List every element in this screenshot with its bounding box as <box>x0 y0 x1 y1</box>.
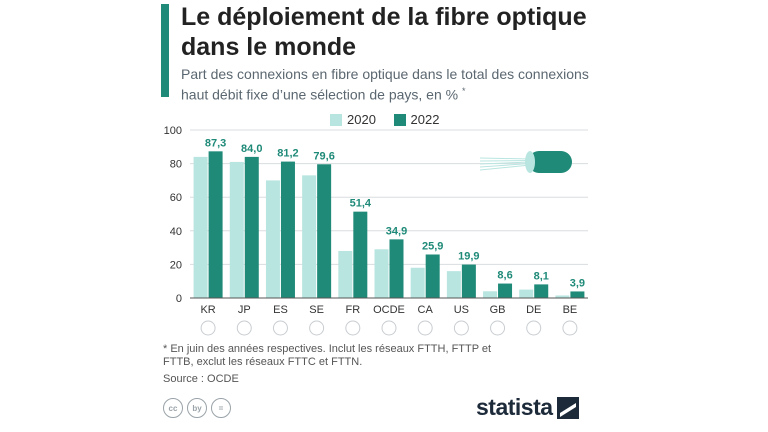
bar-2022 <box>353 211 368 298</box>
flag-icon <box>200 320 216 336</box>
bar-2020 <box>374 249 389 298</box>
data-label: 51,4 <box>350 198 372 210</box>
cc-license-icon: cc <box>163 398 183 418</box>
title-accent-bar <box>161 4 169 97</box>
data-label: 84,0 <box>241 143 262 155</box>
legend-swatch-2022 <box>393 113 406 126</box>
bar-2022 <box>317 164 332 298</box>
x-tick-label: KR <box>200 304 215 316</box>
bar-2022 <box>425 254 440 298</box>
bar-2022 <box>389 239 404 298</box>
bar-2020 <box>229 161 244 298</box>
legend-label-2020: 2020 <box>347 112 376 127</box>
bar-2020 <box>555 295 570 298</box>
flag-icon <box>490 320 506 336</box>
subtitle-footnote-mark: * <box>461 86 466 96</box>
data-label: 81,2 <box>277 148 298 160</box>
flag-icon <box>236 320 252 336</box>
y-tick-label: 0 <box>176 293 182 305</box>
flag-icon <box>526 320 542 336</box>
y-tick-label: 60 <box>170 192 182 204</box>
data-label: 79,6 <box>313 150 334 162</box>
brand-name: statista <box>476 394 553 420</box>
flag-icon <box>453 320 469 336</box>
y-tick-label: 80 <box>170 159 182 171</box>
bar-2020 <box>265 180 280 298</box>
x-tick-label: DE <box>526 304 541 316</box>
subtitle-text: Part des connexions en fibre optique dan… <box>181 66 589 103</box>
data-label: 3,9 <box>570 277 585 289</box>
bar-2022 <box>208 151 223 298</box>
flag-icon <box>272 320 288 336</box>
legend-swatch-2020 <box>330 113 342 126</box>
y-tick-label: 40 <box>170 226 182 238</box>
bar-2020 <box>302 175 317 298</box>
flag-icon <box>562 320 578 336</box>
bar-2020 <box>193 156 208 298</box>
footnote: * En juin des années respectives. Inclut… <box>163 343 492 368</box>
bar-2022 <box>498 283 513 298</box>
fibre-optic-icon <box>479 151 572 173</box>
flag-icon <box>345 320 361 336</box>
data-label: 8,1 <box>534 270 549 282</box>
data-label: 8,6 <box>497 270 512 282</box>
x-tick-label: FR <box>345 304 360 316</box>
attribution-icon: by <box>187 398 207 418</box>
y-tick-label: 100 <box>164 125 182 137</box>
x-tick-label: GB <box>490 304 506 316</box>
x-tick-label: CA <box>418 304 434 316</box>
license-icons: cc by = <box>163 398 231 418</box>
x-tick-label: US <box>454 304 469 316</box>
x-tick-label: OCDE <box>373 304 405 316</box>
flag-icon <box>381 320 397 336</box>
bar-2022 <box>280 161 295 298</box>
statista-logo-icon <box>556 396 579 419</box>
source-note: Source : OCDE <box>163 373 239 385</box>
bar-2020 <box>410 267 425 298</box>
legend-item-2020: 2020 <box>330 112 376 127</box>
infographic-card <box>150 0 610 432</box>
x-tick-label: SE <box>309 304 324 316</box>
bar-2022 <box>534 284 549 298</box>
legend-item-2022: 2022 <box>393 112 440 127</box>
x-tick-label: BE <box>563 304 578 316</box>
statista-logo: statista <box>476 394 579 421</box>
y-tick-label: 20 <box>170 259 182 271</box>
data-label: 87,3 <box>205 137 226 149</box>
legend-label-2022: 2022 <box>410 112 440 127</box>
x-tick-label: JP <box>238 304 251 316</box>
bar-2020 <box>519 289 534 298</box>
no-derivatives-icon: = <box>211 398 231 418</box>
bar-2020 <box>446 271 461 298</box>
bar-chart: 0 20 40 60 80 100 87,3 KR 84,0 JP 81,2 ES 79,6 SE 51,4… <box>164 125 588 336</box>
bar-2022 <box>570 291 585 298</box>
bar-2022 <box>461 264 476 298</box>
flag-icon <box>309 320 325 336</box>
data-label: 19,9 <box>458 251 479 263</box>
x-tick-label: ES <box>273 304 288 316</box>
flag-icon <box>417 320 433 336</box>
bar-2020 <box>338 250 353 298</box>
data-label: 25,9 <box>422 240 443 252</box>
chart-legend: 2020 2022 <box>330 112 453 129</box>
bar-2020 <box>483 291 498 298</box>
bar-2022 <box>244 156 259 298</box>
chart-title: Le déploiement de la fibre optique dans … <box>181 3 587 61</box>
data-label: 34,9 <box>386 225 407 237</box>
chart-subtitle: Part des connexions en fibre optique dan… <box>181 66 601 104</box>
